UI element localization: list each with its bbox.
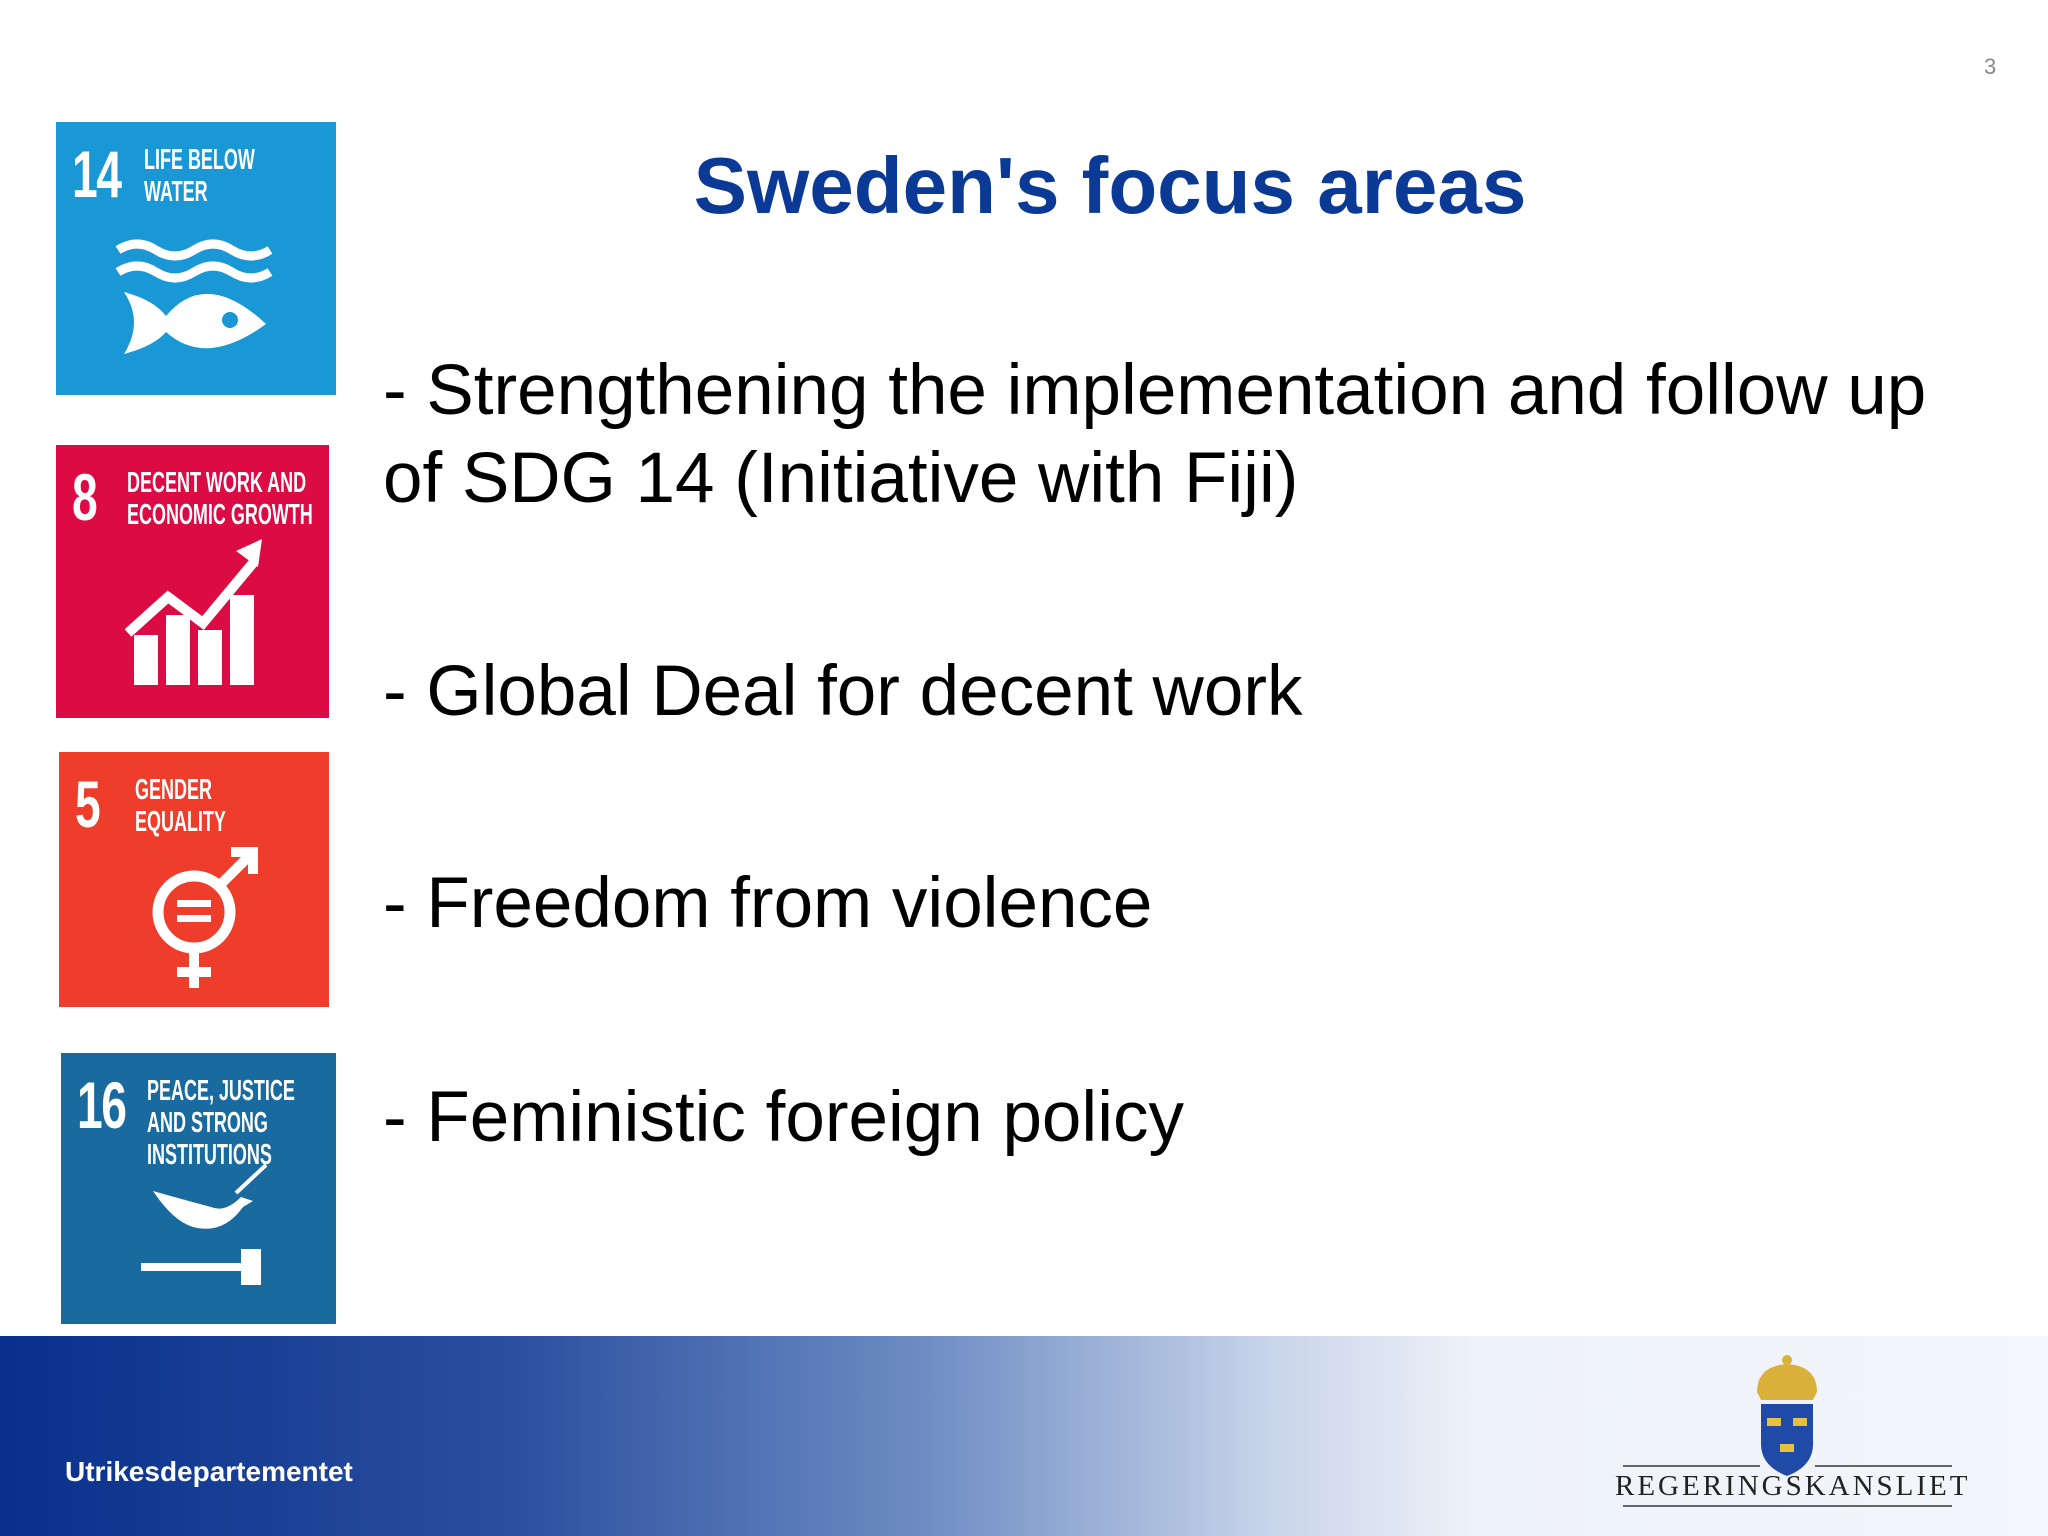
fish-waves-icon	[115, 239, 273, 354]
sdg-number: 14	[72, 137, 122, 211]
sdg-number: 5	[75, 767, 101, 841]
dove-gavel-icon	[141, 1163, 268, 1285]
crown-shield-icon	[1623, 1355, 1952, 1507]
sdg-label: DECENT WORK AND ECONOMIC GROWTH	[127, 467, 313, 531]
bullet-feministic-foreign-policy: - Feministic foreign policy	[383, 1078, 1184, 1157]
bullet-sdg14: - Strengthening the implementation and f…	[383, 351, 1927, 518]
sdg-label: GENDER EQUALITY	[135, 774, 226, 838]
sdg-label: PEACE, JUSTICE AND STRONG INSTITUTIONS	[147, 1075, 295, 1171]
sdg-number: 16	[77, 1068, 127, 1142]
logo-text: REGERINGSKANSLIET	[1615, 1470, 1971, 1502]
department-name: Utrikesdepartementet	[65, 1456, 353, 1487]
footer-band	[0, 1336, 2048, 1536]
page-number: 3	[1984, 54, 1997, 79]
bullet-freedom-from-violence: - Freedom from violence	[383, 864, 1153, 943]
sdg-tile-5: 5 GENDER EQUALITY	[59, 752, 329, 1007]
sdg-label: LIFE BELOW WATER	[144, 144, 255, 208]
sdg-number: 8	[72, 460, 98, 534]
growth-chart-icon	[124, 539, 262, 685]
bullet-global-deal: - Global Deal for decent work	[383, 652, 1303, 731]
regeringskansliet-logo: REGERINGSKANSLIET	[1615, 1352, 1971, 1512]
sdg-tile-14: 14 LIFE BELOW WATER	[56, 122, 336, 395]
sdg-tile-16: 16 PEACE, JUSTICE AND STRONG INSTITUTIONS	[61, 1053, 336, 1324]
page-title: Sweden's focus areas	[693, 141, 1527, 230]
sdg-tile-8: 8 DECENT WORK AND ECONOMIC GROWTH	[56, 445, 329, 718]
gender-equality-icon	[152, 847, 258, 988]
